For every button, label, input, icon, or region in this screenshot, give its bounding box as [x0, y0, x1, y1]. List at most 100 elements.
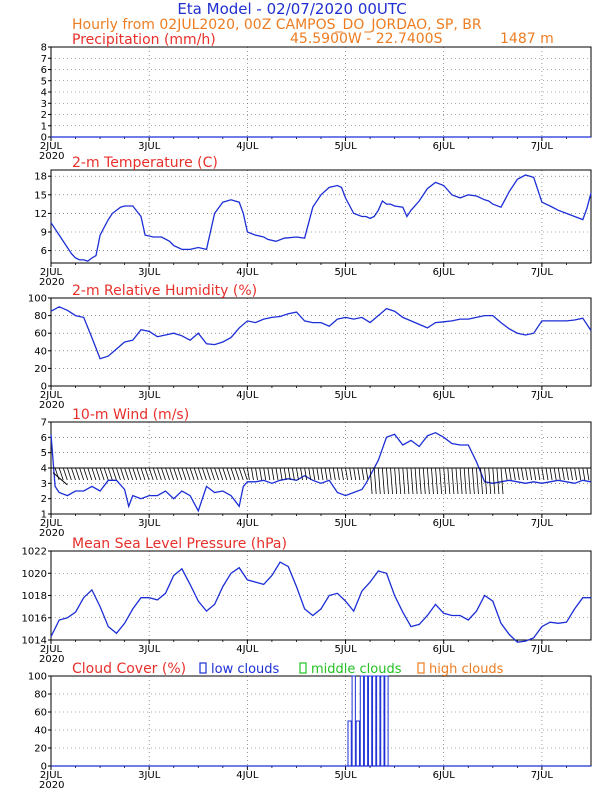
wind-barb	[291, 467, 295, 481]
panel-title-rh: 2-m Relative Humidity (%)	[72, 283, 257, 299]
wind-barb	[443, 467, 447, 495]
y-tick-label: 0	[41, 762, 47, 773]
wind-barb	[418, 467, 422, 495]
wind-barb	[79, 467, 85, 481]
x-tick-label: 4JUL	[236, 141, 259, 152]
x-year-label: 2020	[39, 654, 64, 665]
y-tick-label: 40	[34, 346, 47, 357]
x-tick-label: 6JUL	[433, 267, 456, 278]
wind-barb	[259, 467, 263, 481]
wind-barb	[561, 467, 565, 481]
wind-barb	[537, 467, 541, 481]
wind-barb	[398, 467, 402, 495]
series-line-temp	[50, 174, 592, 262]
cloud-bar	[372, 675, 377, 767]
wind-barb	[206, 467, 211, 481]
wind-barb	[99, 467, 105, 481]
y-tick-label: 60	[34, 708, 47, 719]
x-tick-label: 4JUL	[236, 518, 259, 529]
y-tick-label: 100	[28, 672, 47, 683]
wind-barb	[459, 467, 463, 495]
panel-cloud: 0 20 40 60 80 100 2JUL 3JUL 4JUL 5JUL 6JUL 7JUL 2020…	[28, 661, 592, 791]
x-tick-label: 6JUL	[433, 390, 456, 401]
wind-barb	[152, 467, 158, 481]
cloud-bar	[376, 675, 381, 767]
x-tick-label: 7JUL	[531, 267, 554, 278]
wind-barb	[222, 467, 228, 481]
wind-barb	[296, 467, 299, 481]
wind-barb	[271, 467, 275, 481]
panel-wind: 1 2 3 4 5 6 7 2JUL 3JUL 4JUL 5JUL 6JUL 7JUL 2020 10-m …	[39, 407, 592, 539]
wind-barb	[541, 467, 545, 481]
x-tick-label: 7JUL	[531, 141, 554, 152]
x-tick-label: 2JUL	[40, 141, 63, 152]
series-line-rh	[50, 306, 592, 360]
y-tick-label: 1	[41, 121, 47, 132]
wind-barb	[516, 467, 520, 481]
x-tick-label: 5JUL	[334, 141, 357, 152]
y-tick-label: 6	[41, 65, 47, 76]
x-tick-label: 3JUL	[138, 390, 161, 401]
cloud-bar	[367, 675, 373, 767]
panel-title-precip: Precipitation (mm/h)	[72, 32, 216, 48]
wind-arrow	[52, 472, 68, 486]
wind-barb	[484, 467, 488, 495]
wind-barb	[181, 467, 187, 481]
wind-barb	[308, 467, 312, 481]
y-tick-label: 8	[41, 43, 47, 54]
x-year-label: 2020	[39, 528, 64, 539]
x-tick-label: 3JUL	[138, 644, 161, 655]
wind-barb	[75, 467, 80, 481]
wind-barb	[402, 467, 406, 495]
y-tick-label: 2	[41, 494, 47, 505]
wind-barb	[426, 467, 430, 495]
y-tick-label: 5	[41, 448, 47, 459]
wind-barb	[336, 467, 340, 481]
wind-barb	[238, 467, 244, 481]
wind-barb	[586, 467, 590, 481]
legend-swatch-middle	[299, 662, 307, 674]
cloud-bar	[347, 720, 352, 767]
wind-barb	[500, 467, 504, 495]
wind-barb	[357, 467, 361, 481]
y-tick-label: 4	[41, 88, 47, 99]
wind-barb	[381, 467, 385, 495]
x-year-label: 2020	[39, 400, 64, 411]
wind-barb	[312, 467, 316, 481]
x-tick-label: 2JUL	[40, 644, 63, 655]
y-tick-label: 7	[41, 418, 47, 429]
wind-barb	[390, 467, 393, 495]
panel-rh: 0 20 40 60 80 100 2JUL 3JUL 4JUL 5JUL 6JUL 7JUL 2020…	[28, 283, 592, 411]
y-tick-label: 9	[41, 228, 47, 239]
wind-barb	[275, 467, 279, 481]
wind-barb	[107, 467, 113, 481]
wind-barb	[267, 467, 271, 481]
wind-barb	[447, 467, 451, 495]
y-tick-label: 80	[34, 311, 47, 322]
wind-barb	[504, 467, 508, 481]
wind-barb	[394, 467, 398, 495]
x-tick-label: 5JUL	[334, 390, 357, 401]
wind-barb	[197, 467, 203, 481]
wind-barb	[246, 467, 250, 481]
x-tick-label: 2JUL	[40, 390, 63, 401]
wind-barb	[377, 467, 381, 495]
wind-barb	[71, 467, 76, 481]
wind-barb	[242, 467, 248, 481]
wind-barb	[66, 467, 72, 481]
wind-barb	[414, 467, 418, 495]
wind-barb	[549, 467, 553, 481]
panel-title-temp: 2-m Temperature (C)	[72, 155, 218, 171]
legend-label-high: high clouds	[429, 662, 504, 677]
wind-barb	[406, 467, 410, 495]
wind-barb	[320, 467, 324, 481]
wind-barb	[177, 467, 183, 481]
x-tick-label: 2JUL	[40, 267, 63, 278]
x-tick-label: 7JUL	[531, 390, 554, 401]
panel-title-cloud: Cloud Cover (%)	[72, 661, 186, 677]
x-year-label: 2020	[39, 780, 64, 791]
wind-barb	[410, 467, 414, 495]
y-tick-label: 100	[28, 294, 47, 305]
